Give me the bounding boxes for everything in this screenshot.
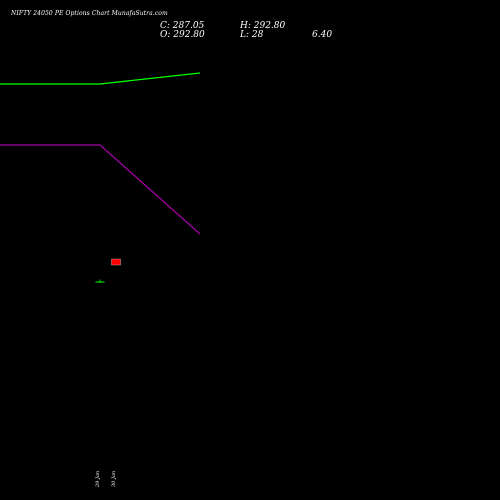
x-tick-label: 29 Jan	[95, 471, 101, 488]
low-value: L: 28	[240, 30, 264, 40]
x-tick-label: 30 Jan	[111, 471, 117, 487]
candle-29-jan	[95, 279, 105, 283]
high-value: H: 292.80	[240, 21, 286, 31]
x-axis-ticks: 29 Jan 30 Jan	[95, 471, 117, 488]
candle-30-jan	[111, 258, 121, 266]
chart-title: NIFTY 24050 PE Options Chart MunafaSutra…	[11, 10, 168, 17]
open-value: O: 292.80	[160, 30, 205, 40]
series-lines	[0, 72, 201, 235]
extra-value: 6.40	[312, 30, 333, 40]
magenta-series-line	[0, 144, 201, 235]
close-value: C: 287.05	[160, 21, 205, 31]
green-series-line	[0, 72, 201, 85]
candles	[95, 258, 121, 283]
candle-body	[111, 258, 121, 266]
